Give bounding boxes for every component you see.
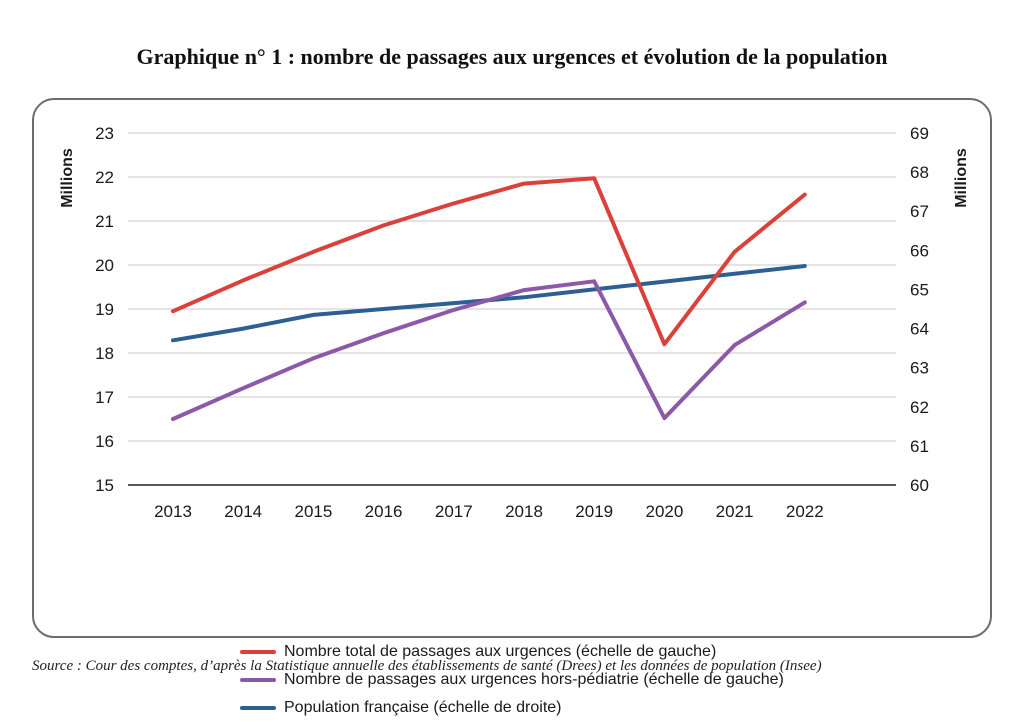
page-title: Graphique n° 1 : nombre de passages aux … xyxy=(136,44,888,69)
chart-legend: Nombre total de passages aux urgences (é… xyxy=(240,638,784,722)
x-tick-label: 2020 xyxy=(645,502,683,521)
y-left-tick-label: 20 xyxy=(95,256,114,275)
series-line-total-passages xyxy=(171,176,807,347)
x-tick-label: 2014 xyxy=(224,502,262,521)
y-right-tick-label: 65 xyxy=(910,280,929,299)
y-left-axis-title: Millions xyxy=(59,148,76,208)
legend-item: Population française (échelle de droite) xyxy=(240,694,784,722)
legend-item: Nombre de passages aux urgences hors-péd… xyxy=(240,666,784,694)
legend-item: Nombre total de passages aux urgences (é… xyxy=(240,638,784,666)
y-left-tick-label: 16 xyxy=(95,432,114,451)
x-tick-label: 2017 xyxy=(435,502,473,521)
legend-swatch xyxy=(240,678,276,682)
x-tick-label: 2013 xyxy=(154,502,192,521)
y-left-tick-label: 18 xyxy=(95,344,114,363)
y-left-tick-label: 23 xyxy=(95,124,114,143)
x-tick-label: 2019 xyxy=(575,502,613,521)
legend-swatch xyxy=(240,650,276,654)
legend-label: Nombre total de passages aux urgences (é… xyxy=(284,643,717,660)
y-right-tick-label: 61 xyxy=(910,437,929,456)
legend-swatch xyxy=(240,706,276,710)
line-chart: 1516171819202122236061626364656667686920… xyxy=(59,124,970,521)
x-tick-label: 2018 xyxy=(505,502,543,521)
series-line-population xyxy=(171,264,807,343)
y-right-axis-title: Millions xyxy=(953,148,970,208)
y-right-tick-label: 67 xyxy=(910,202,929,221)
y-right-tick-label: 60 xyxy=(910,476,929,495)
legend-label: Population française (échelle de droite) xyxy=(284,699,562,716)
x-tick-label: 2015 xyxy=(294,502,332,521)
chart-frame: 15 16 17 18 19 20 21 22 23 60 61 62 63 64 65 66 67 68 69 20… xyxy=(32,98,992,716)
source-note: Source : Cour des comptes, d’après la St… xyxy=(32,658,822,674)
y-right-tick-label: 69 xyxy=(910,124,929,143)
series-line-hors-pediatrie xyxy=(171,279,807,421)
x-tick-label: 2021 xyxy=(716,502,754,521)
y-right-tick-label: 64 xyxy=(910,320,929,339)
x-tick-label: 2016 xyxy=(365,502,403,521)
y-left-tick-label: 22 xyxy=(95,168,114,187)
y-right-tick-label: 62 xyxy=(910,398,929,417)
y-left-tick-label: 17 xyxy=(95,388,114,407)
y-left-tick-label: 21 xyxy=(95,212,114,231)
legend-label: Nombre de passages aux urgences hors-péd… xyxy=(284,671,784,688)
y-right-tick-label: 68 xyxy=(910,163,929,182)
x-tick-label: 2022 xyxy=(786,502,824,521)
y-left-tick-label: 15 xyxy=(95,476,114,495)
y-right-tick-label: 66 xyxy=(910,241,929,260)
y-left-tick-label: 19 xyxy=(95,300,114,319)
y-right-tick-label: 63 xyxy=(910,359,929,378)
